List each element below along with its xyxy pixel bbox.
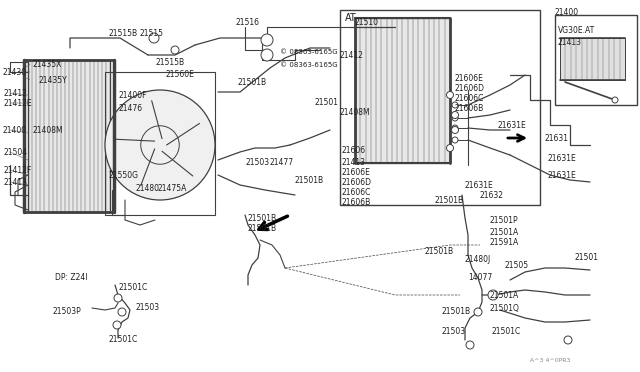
Text: 21503P: 21503P [52, 308, 81, 317]
Text: 21480J: 21480J [465, 256, 492, 264]
Text: 21412E: 21412E [3, 99, 31, 108]
Text: 21501B: 21501B [425, 247, 454, 257]
Text: 21503: 21503 [135, 304, 159, 312]
Circle shape [451, 112, 458, 119]
Text: AT: AT [345, 13, 356, 23]
Text: 21501B: 21501B [295, 176, 324, 185]
Circle shape [452, 125, 458, 131]
Text: 21560E: 21560E [165, 70, 194, 78]
Text: 21400F: 21400F [118, 90, 147, 99]
Text: 21501C: 21501C [108, 336, 137, 344]
Text: 21501B: 21501B [442, 308, 471, 317]
Text: 21632: 21632 [480, 190, 504, 199]
Text: VG30E.AT: VG30E.AT [558, 26, 595, 35]
Circle shape [488, 290, 498, 300]
Text: 21501A: 21501A [490, 228, 519, 237]
Circle shape [447, 144, 454, 151]
Text: 21501B: 21501B [435, 196, 464, 205]
Text: 21501B: 21501B [238, 77, 267, 87]
Text: A^3 4^0PR3: A^3 4^0PR3 [530, 357, 570, 362]
Text: 21408M: 21408M [32, 125, 63, 135]
Text: 21480: 21480 [135, 183, 159, 192]
Bar [560, 38, 625, 80]
Text: 21408M: 21408M [340, 108, 371, 116]
Text: 21412F: 21412F [3, 166, 31, 174]
Text: 21631E: 21631E [548, 170, 577, 180]
Text: 21606D: 21606D [342, 177, 372, 186]
Text: 21413: 21413 [558, 38, 582, 46]
Text: 21606B: 21606B [342, 198, 371, 206]
Text: 21501C: 21501C [118, 283, 147, 292]
Bar [28, 60, 110, 212]
Text: 21400: 21400 [2, 125, 26, 135]
Circle shape [113, 321, 121, 329]
Circle shape [118, 308, 126, 316]
Text: © 08363-6165G: © 08363-6165G [280, 62, 338, 68]
Circle shape [261, 34, 273, 46]
Text: 21435Y: 21435Y [38, 76, 67, 84]
Text: 21606E: 21606E [342, 167, 371, 176]
Circle shape [466, 341, 474, 349]
Text: 21413: 21413 [3, 177, 27, 186]
Text: © 08363-6165G: © 08363-6165G [280, 49, 338, 55]
Text: 21412: 21412 [340, 51, 364, 60]
Text: 21501C: 21501C [492, 327, 521, 337]
Text: 14077: 14077 [468, 273, 492, 282]
Text: 21550G: 21550G [108, 170, 138, 180]
Circle shape [114, 294, 122, 302]
Text: 21503: 21503 [245, 157, 269, 167]
Text: 21400: 21400 [555, 7, 579, 16]
Circle shape [171, 46, 179, 54]
Circle shape [452, 137, 458, 143]
Text: 21430: 21430 [2, 67, 26, 77]
Text: 21631E: 21631E [548, 154, 577, 163]
Bar [355, 18, 450, 163]
Text: 21510: 21510 [355, 17, 379, 26]
Circle shape [564, 336, 572, 344]
Text: 21501: 21501 [575, 253, 599, 263]
Text: 21501P: 21501P [490, 215, 518, 224]
Text: 21413: 21413 [342, 157, 366, 167]
Text: 21515: 21515 [140, 29, 164, 38]
Circle shape [612, 97, 618, 103]
Text: 21503: 21503 [442, 327, 466, 337]
Text: 21477: 21477 [270, 157, 294, 167]
Text: 21606B: 21606B [455, 103, 484, 112]
Text: 21501Q: 21501Q [490, 304, 520, 312]
Text: 21505: 21505 [505, 260, 529, 269]
Text: 21435X: 21435X [32, 60, 61, 68]
Text: 21475A: 21475A [158, 183, 188, 192]
Bar [340, 10, 540, 205]
Circle shape [474, 308, 482, 316]
Text: 21606C: 21606C [342, 187, 371, 196]
Text: 21591A: 21591A [490, 237, 519, 247]
Text: 21504: 21504 [3, 148, 27, 157]
Text: 21631: 21631 [545, 134, 569, 142]
Text: 21606: 21606 [342, 145, 366, 154]
Circle shape [105, 90, 215, 200]
Text: 21412: 21412 [3, 89, 27, 97]
Text: 21501: 21501 [315, 97, 339, 106]
Text: 21501B: 21501B [248, 214, 277, 222]
Text: 21606D: 21606D [455, 83, 485, 93]
Text: 21516: 21516 [235, 17, 259, 26]
Text: DP: Z24I: DP: Z24I [55, 273, 88, 282]
Circle shape [149, 33, 159, 43]
Bar [105, 72, 215, 215]
Circle shape [451, 126, 458, 134]
Circle shape [452, 115, 458, 121]
Bar [555, 15, 637, 105]
Text: 21515B: 21515B [155, 58, 184, 67]
Text: 21606C: 21606C [455, 93, 484, 103]
Text: 21631E: 21631E [498, 121, 527, 129]
Text: 21501B: 21501B [248, 224, 277, 232]
Text: 21631E: 21631E [465, 180, 493, 189]
Circle shape [452, 102, 458, 108]
Text: 21515B: 21515B [108, 29, 137, 38]
Text: 21606E: 21606E [455, 74, 484, 83]
Circle shape [261, 49, 273, 61]
Text: 21476: 21476 [118, 103, 142, 112]
Circle shape [447, 92, 454, 99]
Text: 21501A: 21501A [490, 291, 519, 299]
